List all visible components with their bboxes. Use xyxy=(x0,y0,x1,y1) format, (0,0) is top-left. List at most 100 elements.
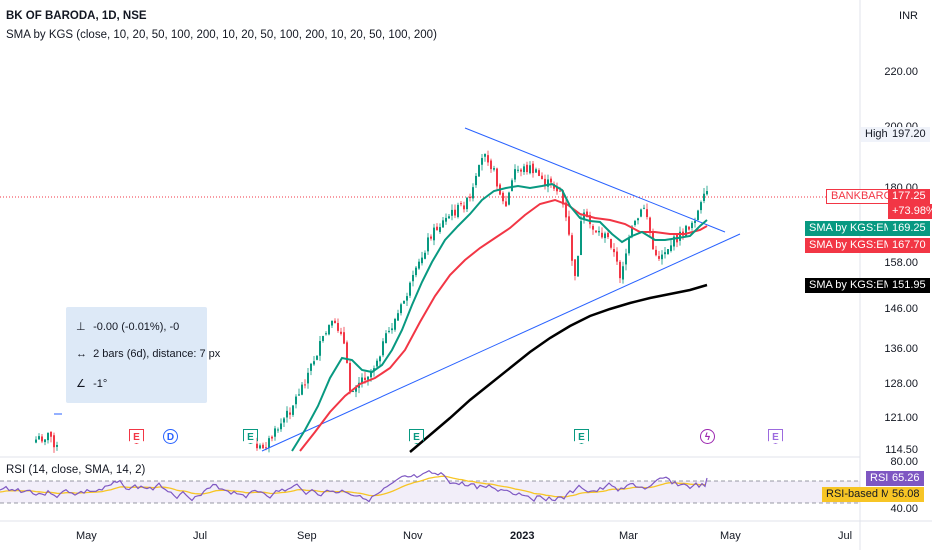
earnings-event-icon[interactable]: E xyxy=(243,429,258,444)
rsi-title[interactable]: RSI (14, close, SMA, 14, 2) xyxy=(6,464,146,476)
candle-body xyxy=(601,232,603,238)
candle-body xyxy=(310,363,312,371)
candle-body xyxy=(565,202,567,218)
candle-body xyxy=(47,433,49,441)
candle-body xyxy=(301,384,303,395)
candle-body xyxy=(664,252,666,255)
rsi-tag-label: RSI xyxy=(866,471,893,486)
candle-body xyxy=(268,438,270,448)
candle-body xyxy=(436,226,438,231)
candle-body xyxy=(38,436,40,440)
candle-body xyxy=(574,259,576,276)
time-axis-label: 2023 xyxy=(510,530,535,542)
trendline-upper[interactable] xyxy=(464,127,726,233)
measure-price-change: -0.00 (-0.01%), -0 xyxy=(93,321,180,333)
candle-body xyxy=(460,203,462,205)
candle-body xyxy=(472,187,474,199)
split-event-icon[interactable]: ϟ xyxy=(700,429,715,444)
candle-body xyxy=(361,377,363,383)
candle-body xyxy=(56,445,58,447)
candle-body xyxy=(337,322,339,331)
candle-body xyxy=(469,196,471,199)
earnings-event-icon[interactable]: E xyxy=(768,429,783,444)
candle-body xyxy=(340,331,342,334)
candle-body xyxy=(41,436,43,442)
candle-body xyxy=(661,254,663,260)
earnings-event-icon[interactable]: E xyxy=(129,429,144,444)
candle-body xyxy=(514,169,516,180)
earnings-event-icon[interactable]: E xyxy=(409,429,424,444)
candle-body xyxy=(388,330,390,332)
time-axis-label: Jul xyxy=(193,530,208,542)
candle-body xyxy=(409,282,411,296)
candle-body xyxy=(385,333,387,344)
candle-body xyxy=(640,209,642,217)
candle-body xyxy=(412,274,414,282)
candle-body xyxy=(415,267,417,276)
candle-body xyxy=(556,187,558,192)
candle-body xyxy=(550,178,552,183)
dividend-event-icon[interactable]: D xyxy=(163,429,178,444)
candle-body xyxy=(493,168,495,170)
candle-body xyxy=(382,341,384,356)
candle-body xyxy=(35,439,37,443)
candle-body xyxy=(634,220,636,226)
candle-body xyxy=(646,209,648,218)
measure-tool-box[interactable]: ⊥ -0.00 (-0.01%), -0 ↔ 2 bars (6d), dist… xyxy=(66,307,220,403)
candle-body xyxy=(364,377,366,380)
time-axis-label: Sep xyxy=(297,530,317,542)
time-axis-label: May xyxy=(76,530,97,542)
trendline-lower[interactable] xyxy=(261,233,741,452)
candle-body xyxy=(265,447,267,449)
candle-body xyxy=(44,439,46,443)
measure-price-row: ⊥ -0.00 (-0.01%), -0 xyxy=(76,320,179,333)
study-title[interactable]: SMA by KGS (close, 10, 20, 50, 100, 200,… xyxy=(6,29,437,41)
time-axis-label: May xyxy=(720,530,741,542)
candle-body xyxy=(505,201,507,207)
candle-body xyxy=(283,418,285,423)
candle-body xyxy=(688,226,690,230)
time-axis-label: Mar xyxy=(619,530,638,542)
candle-body xyxy=(706,191,708,195)
candle-body xyxy=(541,175,543,180)
candle-body xyxy=(484,153,486,157)
candle-body xyxy=(397,313,399,321)
candle-body xyxy=(445,217,447,222)
measure-angle: -1° xyxy=(93,378,108,390)
ema-3-line xyxy=(299,198,708,452)
candle-body xyxy=(295,396,297,405)
angle-icon: ∠ xyxy=(76,378,86,390)
candle-body xyxy=(583,212,585,221)
candle-body xyxy=(700,202,702,211)
candle-body xyxy=(667,249,669,255)
candle-body xyxy=(328,325,330,335)
ema-2-line xyxy=(291,182,708,452)
candle-body xyxy=(304,384,306,386)
candle-body xyxy=(274,428,276,437)
measure-angle-row: ∠ -1° xyxy=(76,377,107,390)
candle-body xyxy=(376,360,378,367)
candle-body xyxy=(526,164,528,173)
candle-body xyxy=(523,166,525,173)
candle-body xyxy=(430,236,432,239)
candle-body xyxy=(496,168,498,187)
candle-body xyxy=(487,155,489,163)
bar-range-icon: ↔ xyxy=(76,348,87,360)
candle-body xyxy=(331,320,333,326)
symbol-title[interactable]: BK OF BARODA, 1D, NSE xyxy=(6,10,147,22)
candle-body xyxy=(502,192,504,202)
ema3-tag-label: SMA by KGS:EMA-3 xyxy=(805,238,914,253)
candle-body xyxy=(307,372,309,384)
measure-bars-row: ↔ 2 bars (6d), distance: 7 px xyxy=(76,348,220,360)
candle-body xyxy=(463,205,465,210)
candle-body xyxy=(613,249,615,253)
candle-body xyxy=(346,342,348,364)
candle-body xyxy=(625,253,627,265)
candle-body xyxy=(427,237,429,252)
candle-body xyxy=(490,160,492,170)
candle-body xyxy=(349,362,351,392)
candle-body xyxy=(655,249,657,256)
earnings-event-icon[interactable]: E xyxy=(574,429,589,444)
candle-body xyxy=(292,405,294,415)
